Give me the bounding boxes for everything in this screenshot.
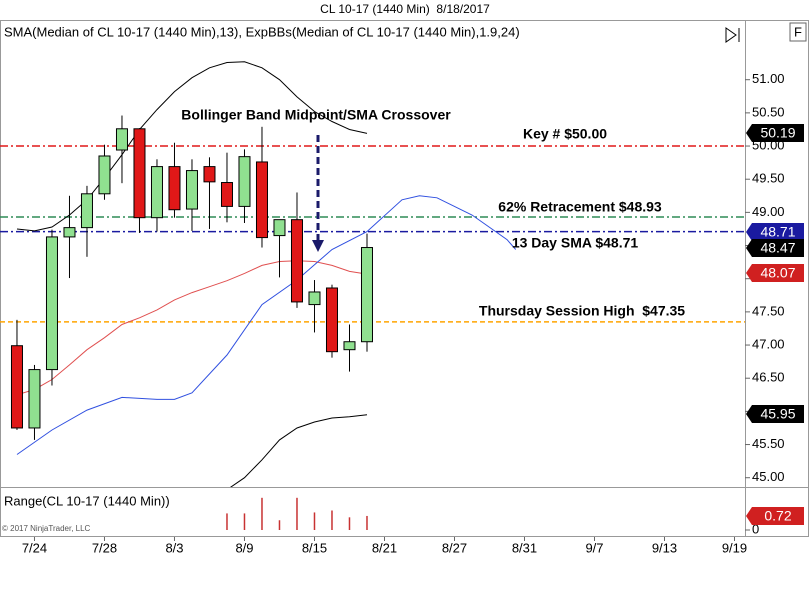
candle-body (63, 227, 76, 238)
indicator-line (16, 61, 368, 232)
frame (0, 20, 809, 537)
price-tag-label: 45.95 (760, 406, 795, 422)
annotation: Bollinger Band Midpoint/SMA Crossover (181, 107, 451, 123)
panel-title: Range(CL 10-17 (1440 Min)) (4, 493, 170, 508)
candle-body (98, 155, 111, 195)
price-tag (746, 506, 804, 525)
x-tick-label: 8/27 (442, 540, 467, 555)
x-tick-label: 8/9 (235, 540, 253, 555)
x-tick-label: 7/24 (22, 540, 47, 555)
level-label: Key # $50.00 (523, 126, 607, 142)
chart-title: CL 10-17 (1440 Min) 8/18/2017 (320, 2, 490, 16)
price-tag (746, 124, 804, 142)
x-tick-label: 9/19 (722, 540, 747, 555)
candle-body (308, 291, 321, 306)
indicator-label: SMA(Median of CL 10-17 (1440 Min),13), E… (4, 24, 520, 39)
price-tag (746, 264, 804, 282)
candle-body (238, 156, 251, 207)
plot (0, 61, 745, 487)
candle-body (45, 236, 58, 371)
y-tick-label: 45.00 (752, 469, 785, 484)
candle-body (185, 170, 198, 210)
x-tick-label: 8/31 (512, 540, 537, 555)
x-tick-label: 7/28 (92, 540, 117, 555)
x-tick-label: 9/7 (585, 540, 603, 555)
y-tick-label: 49.50 (752, 171, 785, 186)
price-tag (746, 239, 804, 257)
price-tag (746, 223, 804, 241)
play-icon[interactable] (725, 27, 740, 43)
level-label: 62% Retracement $48.93 (498, 199, 662, 215)
candle-body (220, 182, 233, 207)
button[interactable] (789, 22, 807, 42)
candle-body (325, 287, 338, 353)
candle-body (360, 247, 373, 343)
y-tick-label: 50.50 (752, 104, 785, 119)
candle-body (290, 219, 303, 303)
candle-body (273, 219, 286, 237)
indicator-line (16, 195, 517, 455)
price-tag-label: 48.71 (760, 224, 795, 240)
arrow-head (312, 240, 324, 252)
candle-body (115, 128, 128, 151)
range-plot (226, 497, 368, 530)
copyright: © 2017 NinjaTrader, LLC (2, 524, 91, 533)
y-tick-label: 47.00 (752, 336, 785, 351)
x-tick-label: 8/15 (302, 540, 327, 555)
candle-body (80, 193, 93, 229)
x-tick-label: 9/13 (652, 540, 677, 555)
candle-body (10, 345, 23, 429)
y-tick-label: 46.50 (752, 370, 785, 385)
x-tick-label: 8/21 (372, 540, 397, 555)
candle-body (150, 166, 163, 219)
level-label: 13 Day SMA $48.71 (512, 235, 639, 251)
candle-body (255, 161, 268, 239)
y-tick-label: 51.00 (752, 71, 785, 86)
candle-body (203, 166, 216, 183)
candle-body (133, 128, 146, 219)
price-tag-label: 48.07 (760, 265, 795, 281)
candle-body (28, 369, 41, 429)
y-tick-label: 49.00 (752, 204, 785, 219)
price-tag (746, 405, 804, 423)
price-tag-label: 0.72 (764, 508, 791, 524)
candle-body (343, 341, 356, 351)
button-label[interactable]: F (794, 24, 802, 39)
price-tag-label: 50.19 (760, 125, 795, 141)
level-label: Thursday Session High $47.35 (479, 303, 685, 319)
y-tick-label: 0 (752, 521, 759, 536)
indicator-line (230, 414, 368, 487)
y-tick-label: 45.50 (752, 436, 785, 451)
x-tick-label: 8/3 (165, 540, 183, 555)
y-tick-label: 47.50 (752, 303, 785, 318)
candle-body (168, 166, 181, 211)
price-tag-label: 48.47 (760, 240, 795, 256)
indicator-line (16, 260, 368, 396)
